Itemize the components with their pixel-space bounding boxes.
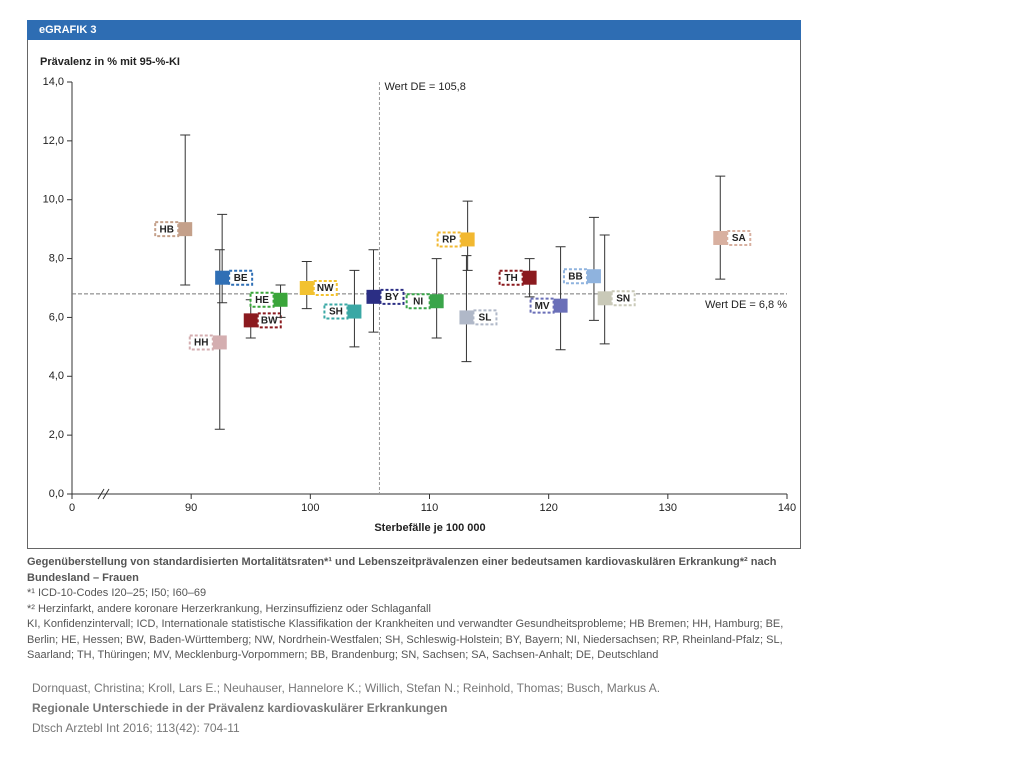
error-bar: [588, 216, 599, 321]
marker: [178, 222, 193, 237]
point-label: SL: [479, 313, 492, 324]
y-tick-label: 10,0: [43, 194, 64, 206]
error-bar: [217, 213, 228, 304]
reference-label-y: Wert DE = 6,8 %: [705, 299, 787, 311]
x-tick-label: 140: [778, 502, 796, 514]
label-box: [562, 268, 588, 285]
label-box: [610, 290, 636, 307]
point-label: TH: [504, 273, 517, 284]
marker: [347, 304, 362, 319]
error-bar: [180, 134, 191, 286]
y-tick-label: 2,0: [49, 429, 64, 441]
caption-note: KI, Konfidenzintervall; ICD, Internation…: [27, 618, 784, 661]
caption-note: *² Herzinfarkt, andere koronare Herzerkr…: [27, 602, 431, 615]
point-label: HE: [255, 295, 269, 306]
figure-header: eGRAFIK 3: [27, 20, 801, 40]
marker: [522, 270, 537, 285]
label-box: [323, 303, 349, 320]
label-box: [472, 309, 498, 326]
label-box: [188, 334, 214, 351]
x-tick-label: 110: [421, 502, 439, 514]
x-tick-label: 120: [539, 502, 557, 514]
point-label: NW: [317, 283, 334, 294]
label-box: [379, 288, 405, 305]
y-tick-label: 12,0: [43, 135, 64, 147]
marker: [460, 232, 475, 247]
label-box: [726, 229, 752, 246]
citation-authors: Dornquast, Christina; Kroll, Lars E.; Ne…: [32, 681, 661, 695]
x-tick-label: 90: [185, 502, 197, 514]
caption-note: *¹ ICD-10-Codes I20–25; I50; I60–69: [27, 587, 207, 599]
chart-title: Prävalenz in % mit 95-%-KI: [40, 56, 180, 68]
marker: [586, 269, 601, 284]
label-box: [154, 221, 180, 238]
point-label: SH: [329, 307, 343, 318]
label-box: [249, 291, 275, 308]
marker: [429, 294, 444, 309]
axis-break: [97, 488, 110, 500]
label-box: [498, 269, 524, 286]
y-tick-label: 4,0: [49, 370, 64, 382]
label-box: [529, 297, 555, 314]
point-label: SN: [616, 293, 630, 304]
marker: [713, 230, 728, 245]
marker: [215, 270, 230, 285]
y-tick-label: 0,0: [49, 488, 64, 500]
reference-label-x: Wert DE = 105,8: [384, 81, 465, 93]
y-tick-label: 14,0: [43, 76, 64, 88]
error-bar: [461, 255, 472, 363]
label-box: [405, 293, 431, 310]
x-tick-label: 100: [301, 502, 319, 514]
point-label: HB: [159, 224, 173, 235]
citation-source: Dtsch Arztebl Int 2016; 113(42): 704-11: [32, 721, 240, 735]
x-tick-label: 130: [659, 502, 677, 514]
point-label: BW: [261, 316, 278, 327]
label-box: [436, 231, 462, 248]
point-label: SA: [732, 233, 746, 244]
error-bar: [599, 234, 610, 345]
marker: [366, 289, 381, 304]
marker: [243, 313, 258, 328]
marker: [212, 335, 227, 350]
point-label: BB: [568, 271, 582, 282]
y-tick-label: 8,0: [49, 252, 64, 264]
caption: Gegenüberstellung von standardisierten M…: [27, 555, 797, 664]
marker: [597, 291, 612, 306]
point-label: BE: [234, 273, 248, 284]
chart: Prävalenz in % mit 95-%-KI Sterbefälle j…: [40, 56, 796, 534]
point-label: HH: [194, 338, 208, 349]
citation: Dornquast, Christina; Kroll, Lars E.; Ne…: [32, 678, 660, 738]
marker: [299, 281, 314, 295]
label-box: [256, 312, 282, 329]
y-tick-label: 6,0: [49, 311, 64, 323]
caption-title: Gegenüberstellung von standardisierten M…: [27, 556, 777, 584]
point-label: NI: [413, 296, 423, 307]
error-bar: [555, 246, 566, 351]
marker: [459, 310, 474, 325]
label-box: [312, 280, 338, 296]
point-label: MV: [535, 301, 550, 312]
label-box: [228, 269, 254, 286]
marker: [553, 298, 568, 313]
point-label: BY: [385, 292, 399, 303]
x-axis-label: Sterbefälle je 100 000: [374, 522, 485, 534]
x-tick-label: 0: [69, 502, 75, 514]
point-label: RP: [442, 235, 456, 246]
citation-title: Regionale Unterschiede in der Prävalenz …: [32, 701, 448, 715]
marker: [273, 292, 288, 307]
error-bar: [715, 175, 726, 280]
